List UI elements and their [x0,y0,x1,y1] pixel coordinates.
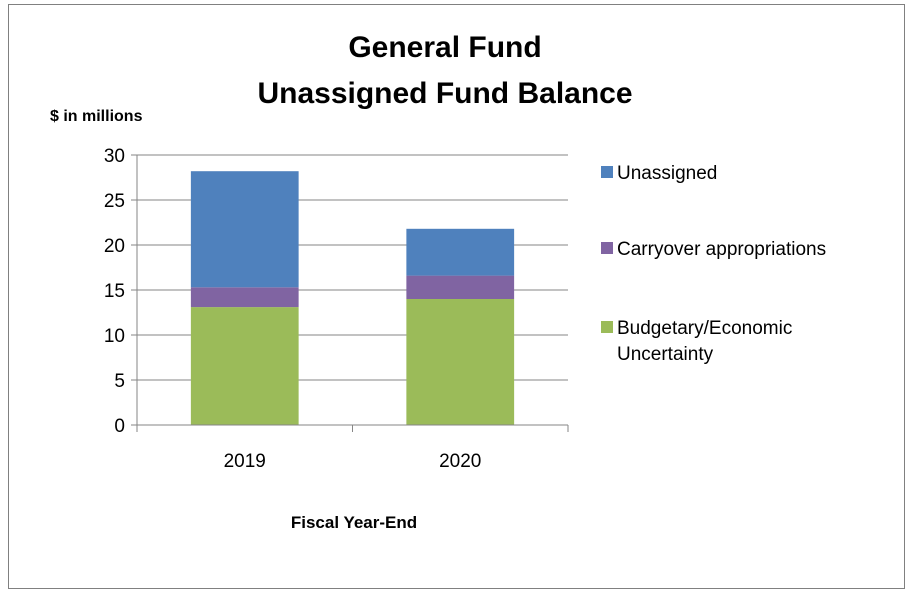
legend-entry-label: Budgetary/Economic [617,318,792,339]
legend-entry-label: Unassigned [617,163,717,184]
axes [131,154,569,432]
bar-segment [406,275,515,299]
bar-segment [406,299,515,425]
x-tick-label: 2019 [224,451,266,472]
y-axis-label: $ in millions [50,108,143,125]
legend-entry-label: Uncertainty [617,344,714,365]
y-tick-label: 0 [114,416,125,437]
bar-segment [190,287,299,308]
bar-segment [190,171,299,288]
legend-swatch [601,166,613,178]
x-axis-label: Fiscal Year-End [291,513,417,532]
bar-segment [190,307,299,425]
x-tick-label: 2020 [439,451,481,472]
y-tick-label: 20 [104,236,125,257]
tick-labels: 0 5 10 15 20 25 30 2019 2020 [104,146,482,472]
bar-segment [406,228,515,276]
y-tick-label: 10 [104,326,125,347]
y-tick-label: 25 [104,191,125,212]
bars [190,171,515,425]
y-tick-label: 15 [104,281,125,302]
y-tick-label: 30 [104,146,125,167]
y-tick-label: 5 [114,371,125,392]
legend-swatch [601,321,613,333]
legend-entry-label: Carryover appropriations [617,239,826,260]
chart-title-line-1: General Fund [348,31,541,64]
legend: Unassigned Carryover appropriations Budget… [601,163,826,365]
chart-title-line-2: Unassigned Fund Balance [257,77,632,110]
legend-swatch [601,242,613,254]
